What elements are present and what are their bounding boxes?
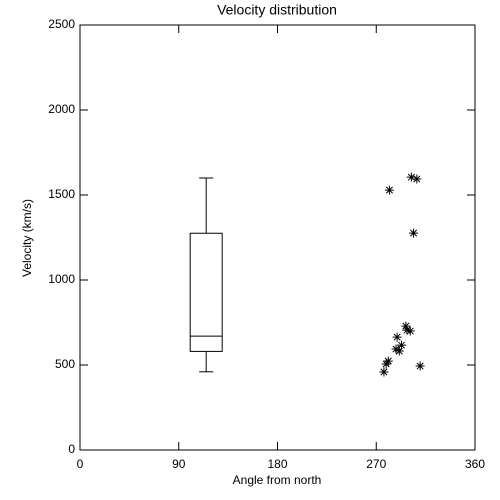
point xyxy=(409,228,419,238)
y-tick-label: 500 xyxy=(55,357,75,371)
point xyxy=(391,344,401,354)
point xyxy=(406,172,416,182)
point xyxy=(392,332,402,342)
y-tick-label: 1500 xyxy=(48,187,75,201)
point xyxy=(401,321,411,331)
y-tick-label: 0 xyxy=(68,442,75,456)
y-tick-label: 1000 xyxy=(48,272,75,286)
point xyxy=(394,346,404,356)
x-tick-label: 360 xyxy=(465,457,485,471)
x-tick-label: 0 xyxy=(77,457,84,471)
point xyxy=(396,340,406,350)
y-tick-label: 2000 xyxy=(48,102,75,116)
point xyxy=(405,326,415,336)
point xyxy=(412,174,422,184)
x-tick-label: 180 xyxy=(267,457,287,471)
point xyxy=(379,367,389,377)
x-tick-label: 90 xyxy=(172,457,186,471)
box xyxy=(189,232,223,352)
y-axis-label: Velocity (km/s) xyxy=(20,199,34,277)
point xyxy=(415,361,425,371)
plot-frame xyxy=(79,24,476,451)
point xyxy=(381,359,391,369)
chart-title: Velocity distribution xyxy=(217,2,337,18)
x-tick-label: 270 xyxy=(366,457,386,471)
y-tick-label: 2500 xyxy=(48,17,75,31)
point xyxy=(384,185,394,195)
x-axis-label: Angle from north xyxy=(233,473,322,487)
point xyxy=(402,325,412,335)
